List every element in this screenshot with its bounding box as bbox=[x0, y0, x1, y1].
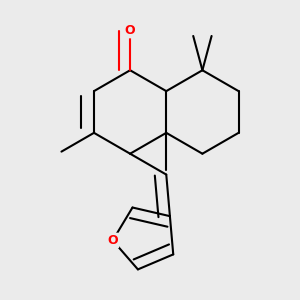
Text: O: O bbox=[107, 234, 118, 247]
Text: O: O bbox=[125, 24, 135, 37]
